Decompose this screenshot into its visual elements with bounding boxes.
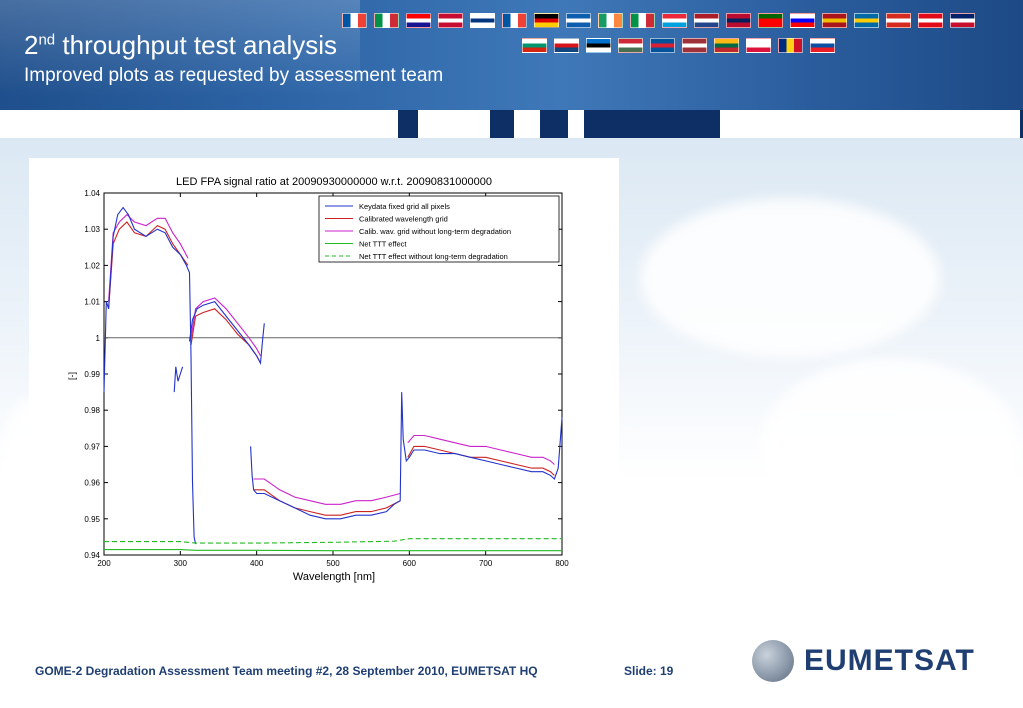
- series-line-4: [104, 538, 562, 544]
- legend-entry: Net TTT effect without long-term degrada…: [359, 252, 508, 261]
- flag-hr-icon: [406, 13, 431, 28]
- y-tick-label: 1.04: [84, 189, 100, 198]
- series-line-1: [407, 445, 555, 476]
- y-tick-label: 0.94: [84, 551, 100, 560]
- series-line-0: [250, 392, 563, 520]
- flag-fr-icon: [502, 13, 527, 28]
- globe-icon: [752, 640, 794, 682]
- x-tick-label: 200: [97, 559, 111, 568]
- flag-it-icon: [630, 13, 655, 28]
- legend-entry: Keydata fixed grid all pixels: [359, 202, 450, 211]
- legend-entry: Calibrated wavelength grid: [359, 215, 448, 224]
- y-tick-label: 0.96: [84, 479, 100, 488]
- flag-no-icon: [726, 13, 751, 28]
- flag-is-icon: [650, 38, 675, 53]
- series-line-3: [104, 549, 562, 552]
- flag-ee-icon: [586, 38, 611, 53]
- banner-strip-block: [514, 110, 540, 138]
- flag-tr-icon: [918, 13, 943, 28]
- legend-entry: Calib. wav. grid without long-term degra…: [359, 227, 511, 236]
- flag-cz-icon: [554, 38, 579, 53]
- banner-strip-block: [720, 110, 1020, 138]
- y-tick-label: 1.02: [84, 261, 100, 270]
- flag-hu-icon: [618, 38, 643, 53]
- slide-subtitle: Improved plots as requested by assessmen…: [24, 65, 444, 86]
- flag-es-icon: [822, 13, 847, 28]
- x-tick-label: 700: [479, 559, 493, 568]
- flag-de-icon: [534, 13, 559, 28]
- banner-strip-block: [0, 110, 398, 138]
- flag-gb-icon: [950, 13, 975, 28]
- flag-fi-icon: [470, 13, 495, 28]
- series-line-2: [190, 297, 261, 357]
- flag-si-icon: [790, 13, 815, 28]
- x-tick-label: 500: [326, 559, 340, 568]
- y-tick-label: 0.99: [84, 370, 100, 379]
- flag-it-icon: [374, 13, 399, 28]
- x-tick-label: 800: [555, 559, 569, 568]
- logo-text: EUMETSAT: [804, 644, 975, 677]
- flag-sk-icon: [810, 38, 835, 53]
- cloud: [640, 198, 940, 358]
- series-line-2: [108, 213, 189, 302]
- signal-ratio-chart: LED FPA signal ratio at 20090930000000 w…: [67, 176, 569, 583]
- series-line-2: [253, 478, 401, 505]
- flag-nl-icon: [694, 13, 719, 28]
- chart-title: LED FPA signal ratio at 20090930000000 w…: [176, 176, 492, 188]
- eumetsat-logo: EUMETSAT: [752, 640, 992, 684]
- flag-ch-icon: [886, 13, 911, 28]
- flag-gr-icon: [566, 13, 591, 28]
- flag-ie-icon: [598, 13, 623, 28]
- cloud: [760, 358, 1020, 538]
- flags-row-bottom: [522, 38, 835, 53]
- banner-strip-block: [418, 110, 490, 138]
- flag-lv-icon: [682, 38, 707, 53]
- x-tick-label: 400: [250, 559, 264, 568]
- footer-meeting-info: GOME-2 Degradation Assessment Team meeti…: [35, 664, 538, 678]
- y-tick-label: 0.98: [84, 406, 100, 415]
- flags-row-top: [342, 13, 975, 28]
- series-line-0: [188, 300, 265, 365]
- series-line-2: [407, 434, 555, 465]
- flag-ro-icon: [778, 38, 803, 53]
- flag-dk-icon: [438, 13, 463, 28]
- y-tick-label: 0.97: [84, 442, 100, 451]
- flag-se-icon: [854, 13, 879, 28]
- flag-lu-icon: [662, 13, 687, 28]
- flag-pl-icon: [746, 38, 771, 53]
- flag-fr-icon: [342, 13, 367, 28]
- y-tick-label: 1.01: [84, 298, 100, 307]
- legend-box: [318, 195, 560, 263]
- banner-strip-block: [568, 110, 584, 138]
- legend-entry: Net TTT effect: [359, 240, 407, 249]
- series-line-0: [103, 206, 197, 545]
- x-tick-label: 600: [403, 559, 417, 568]
- flag-lt-icon: [714, 38, 739, 53]
- y-tick-label: 1.03: [84, 225, 100, 234]
- flag-pt-icon: [758, 13, 783, 28]
- series-line-0: [173, 366, 184, 393]
- slide-number: Slide: 19: [624, 664, 674, 678]
- slide-title: 2nd throughput test analysis: [24, 30, 337, 60]
- flag-bg-icon: [522, 38, 547, 53]
- x-axis-label: Wavelength [nm]: [293, 571, 375, 583]
- header-banner: 2nd throughput test analysis Improved pl…: [0, 0, 1023, 138]
- y-tick-label: 0.95: [84, 515, 100, 524]
- y-tick-label: 1: [96, 334, 101, 343]
- y-axis-label: [-]: [67, 372, 77, 380]
- series-line-1: [253, 489, 401, 516]
- x-tick-label: 300: [174, 559, 188, 568]
- chart-panel: LED FPA signal ratio at 20090930000000 w…: [29, 158, 619, 604]
